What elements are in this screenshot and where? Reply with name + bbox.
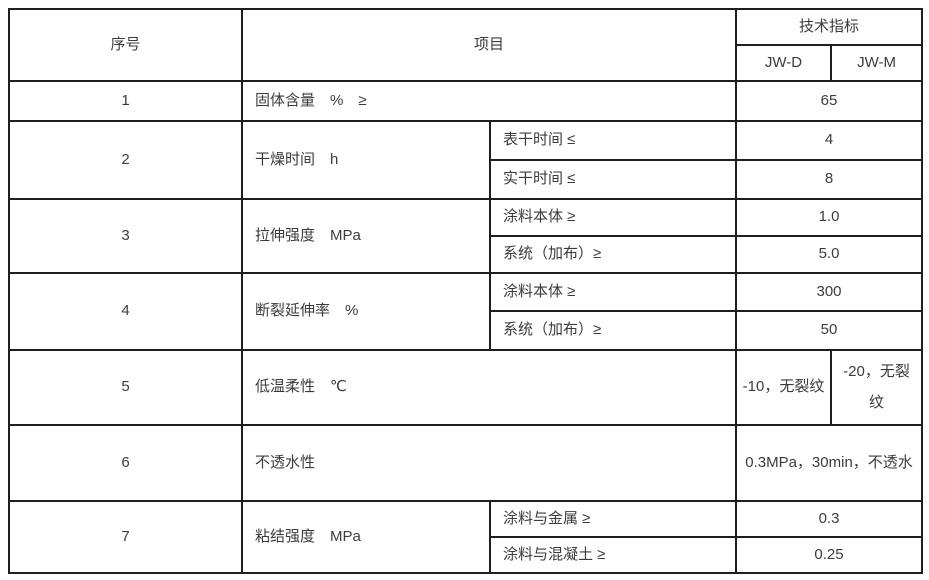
- row2-sub1-label: 表干时间 ≤: [488, 119, 738, 161]
- row7-sub1-value: 0.3: [735, 499, 924, 538]
- row7-sub2-label: 涂料与混凝土 ≥: [488, 535, 738, 574]
- header-jw-m: JW-M: [830, 43, 924, 82]
- technical-spec-table: 序号 项目 技术指标 JW-D JW-M 1 固体含量 % ≥ 65 2 干燥时…: [8, 8, 924, 574]
- row2-sub1-value: 4: [735, 119, 924, 161]
- header-seq-no: 序号: [8, 8, 243, 82]
- row5-item: 低温柔性 ℃: [240, 348, 738, 426]
- row7-sub1-label: 涂料与金属 ≥: [488, 499, 738, 538]
- row5-jwd-value: -10，无裂纹: [735, 348, 833, 426]
- row3-sub2-label: 系统（加布）≥: [488, 234, 738, 274]
- row7-no: 7: [8, 499, 243, 574]
- row7-sub2-value: 0.25: [735, 535, 924, 574]
- row1-no: 1: [8, 79, 243, 122]
- row5-jwm-value: -20，无裂纹: [830, 348, 924, 426]
- header-jw-d: JW-D: [735, 43, 833, 82]
- row4-sub1-value: 300: [735, 271, 924, 312]
- row5-no: 5: [8, 348, 243, 426]
- row3-item: 拉伸强度 MPa: [241, 197, 491, 274]
- row3-no: 3: [8, 197, 243, 274]
- row1-value: 65: [735, 79, 924, 122]
- header-tech-index: 技术指标: [735, 8, 924, 46]
- row4-sub2-value: 50: [735, 309, 924, 351]
- row2-item: 干燥时间 h: [241, 119, 491, 200]
- row2-sub2-value: 8: [735, 158, 924, 200]
- row2-sub2-label: 实干时间 ≤: [488, 158, 738, 200]
- row6-no: 6: [8, 423, 243, 502]
- row3-sub2-value: 5.0: [735, 234, 924, 274]
- row6-value: 0.3MPa，30min，不透水: [735, 423, 924, 502]
- row2-no: 2: [8, 119, 243, 200]
- row4-no: 4: [8, 271, 243, 351]
- header-item: 项目: [240, 8, 738, 82]
- row7-item: 粘结强度 MPa: [241, 499, 491, 574]
- row4-sub2-label: 系统（加布）≥: [488, 309, 738, 351]
- row6-item: 不透水性: [240, 423, 738, 502]
- row4-item: 断裂延伸率 %: [241, 271, 491, 351]
- row3-sub1-label: 涂料本体 ≥: [488, 197, 738, 237]
- row3-sub1-value: 1.0: [735, 197, 924, 237]
- row4-sub1-label: 涂料本体 ≥: [488, 271, 738, 312]
- row1-item: 固体含量 % ≥: [240, 79, 738, 122]
